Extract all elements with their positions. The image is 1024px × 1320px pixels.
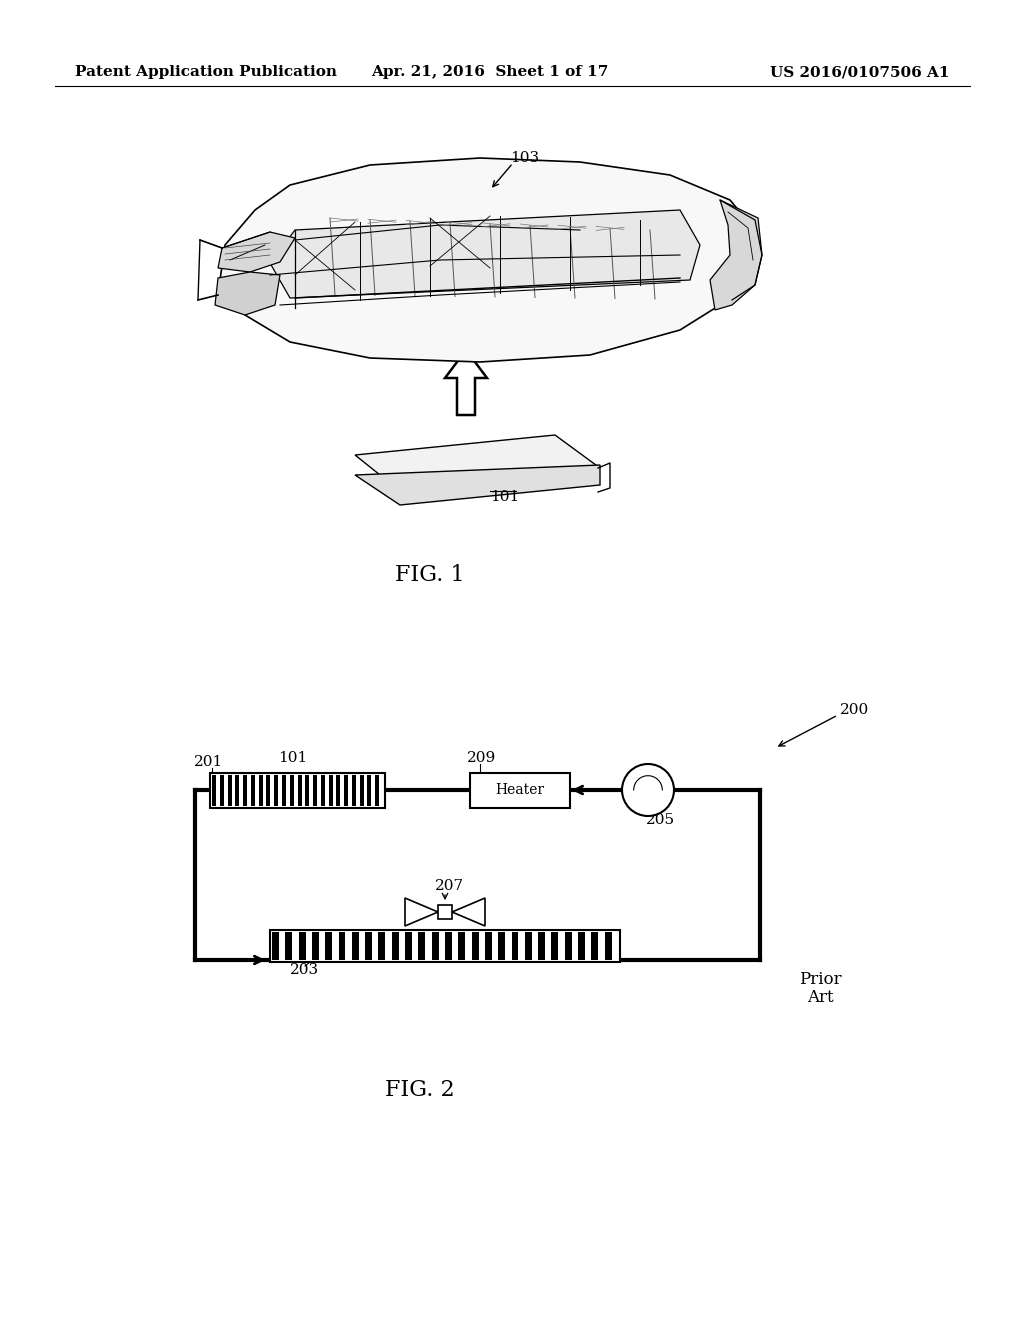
Text: Patent Application Publication: Patent Application Publication (75, 65, 337, 79)
Bar (336, 775, 340, 807)
Bar (286, 932, 292, 960)
Bar (459, 932, 465, 960)
Polygon shape (220, 158, 755, 362)
Text: Heater: Heater (496, 784, 545, 797)
Text: 207: 207 (435, 879, 464, 894)
Bar (243, 775, 247, 807)
Bar (274, 775, 279, 807)
Bar (282, 775, 286, 807)
Text: FIG. 1: FIG. 1 (395, 564, 465, 586)
Polygon shape (215, 272, 280, 315)
Bar (210, 774, 385, 808)
Bar (227, 775, 231, 807)
Bar (366, 932, 372, 960)
Polygon shape (355, 465, 600, 506)
Text: FIG. 2: FIG. 2 (385, 1078, 455, 1101)
Polygon shape (406, 898, 438, 927)
Bar (270, 931, 620, 962)
Bar (352, 775, 356, 807)
Bar (406, 932, 412, 960)
Bar (212, 775, 216, 807)
Bar (220, 775, 224, 807)
Bar (326, 932, 332, 960)
Polygon shape (218, 232, 295, 272)
Polygon shape (710, 201, 762, 310)
Bar (312, 932, 318, 960)
Bar (329, 775, 333, 807)
Bar (445, 932, 452, 960)
Bar (539, 932, 545, 960)
Polygon shape (445, 350, 487, 414)
Bar (565, 932, 571, 960)
Bar (392, 932, 398, 960)
Text: 103: 103 (510, 150, 539, 165)
Bar (290, 775, 294, 807)
Bar (359, 775, 364, 807)
Bar (368, 775, 372, 807)
Bar (298, 775, 301, 807)
Text: Art: Art (807, 990, 834, 1006)
Polygon shape (270, 210, 700, 298)
Text: 101: 101 (490, 490, 519, 504)
Bar (525, 932, 531, 960)
Text: US 2016/0107506 A1: US 2016/0107506 A1 (770, 65, 950, 79)
Bar (272, 932, 279, 960)
Bar (305, 775, 309, 807)
Bar (344, 775, 348, 807)
Bar (438, 906, 452, 919)
Bar (375, 775, 379, 807)
Bar (579, 932, 585, 960)
Polygon shape (452, 898, 485, 927)
Bar (472, 932, 478, 960)
Bar (512, 932, 518, 960)
Text: Apr. 21, 2016  Sheet 1 of 17: Apr. 21, 2016 Sheet 1 of 17 (372, 65, 608, 79)
Bar (236, 775, 240, 807)
Bar (592, 932, 598, 960)
Text: 205: 205 (646, 813, 675, 828)
Text: Prior: Prior (799, 972, 842, 989)
Bar (313, 775, 317, 807)
Bar (605, 932, 611, 960)
Bar (299, 932, 305, 960)
Text: 203: 203 (290, 964, 319, 977)
Bar (552, 932, 558, 960)
Bar (251, 775, 255, 807)
Polygon shape (355, 436, 600, 483)
Bar (321, 775, 325, 807)
Text: 201: 201 (194, 755, 223, 770)
Bar (499, 932, 505, 960)
Bar (485, 932, 492, 960)
Text: 101: 101 (278, 751, 307, 766)
Bar (432, 932, 438, 960)
Circle shape (622, 764, 674, 816)
Bar (470, 774, 570, 808)
Bar (266, 775, 270, 807)
Bar (379, 932, 385, 960)
Text: 209: 209 (467, 751, 497, 766)
Bar (259, 775, 263, 807)
Bar (339, 932, 345, 960)
Bar (352, 932, 358, 960)
Text: 200: 200 (840, 704, 869, 717)
Bar (419, 932, 425, 960)
